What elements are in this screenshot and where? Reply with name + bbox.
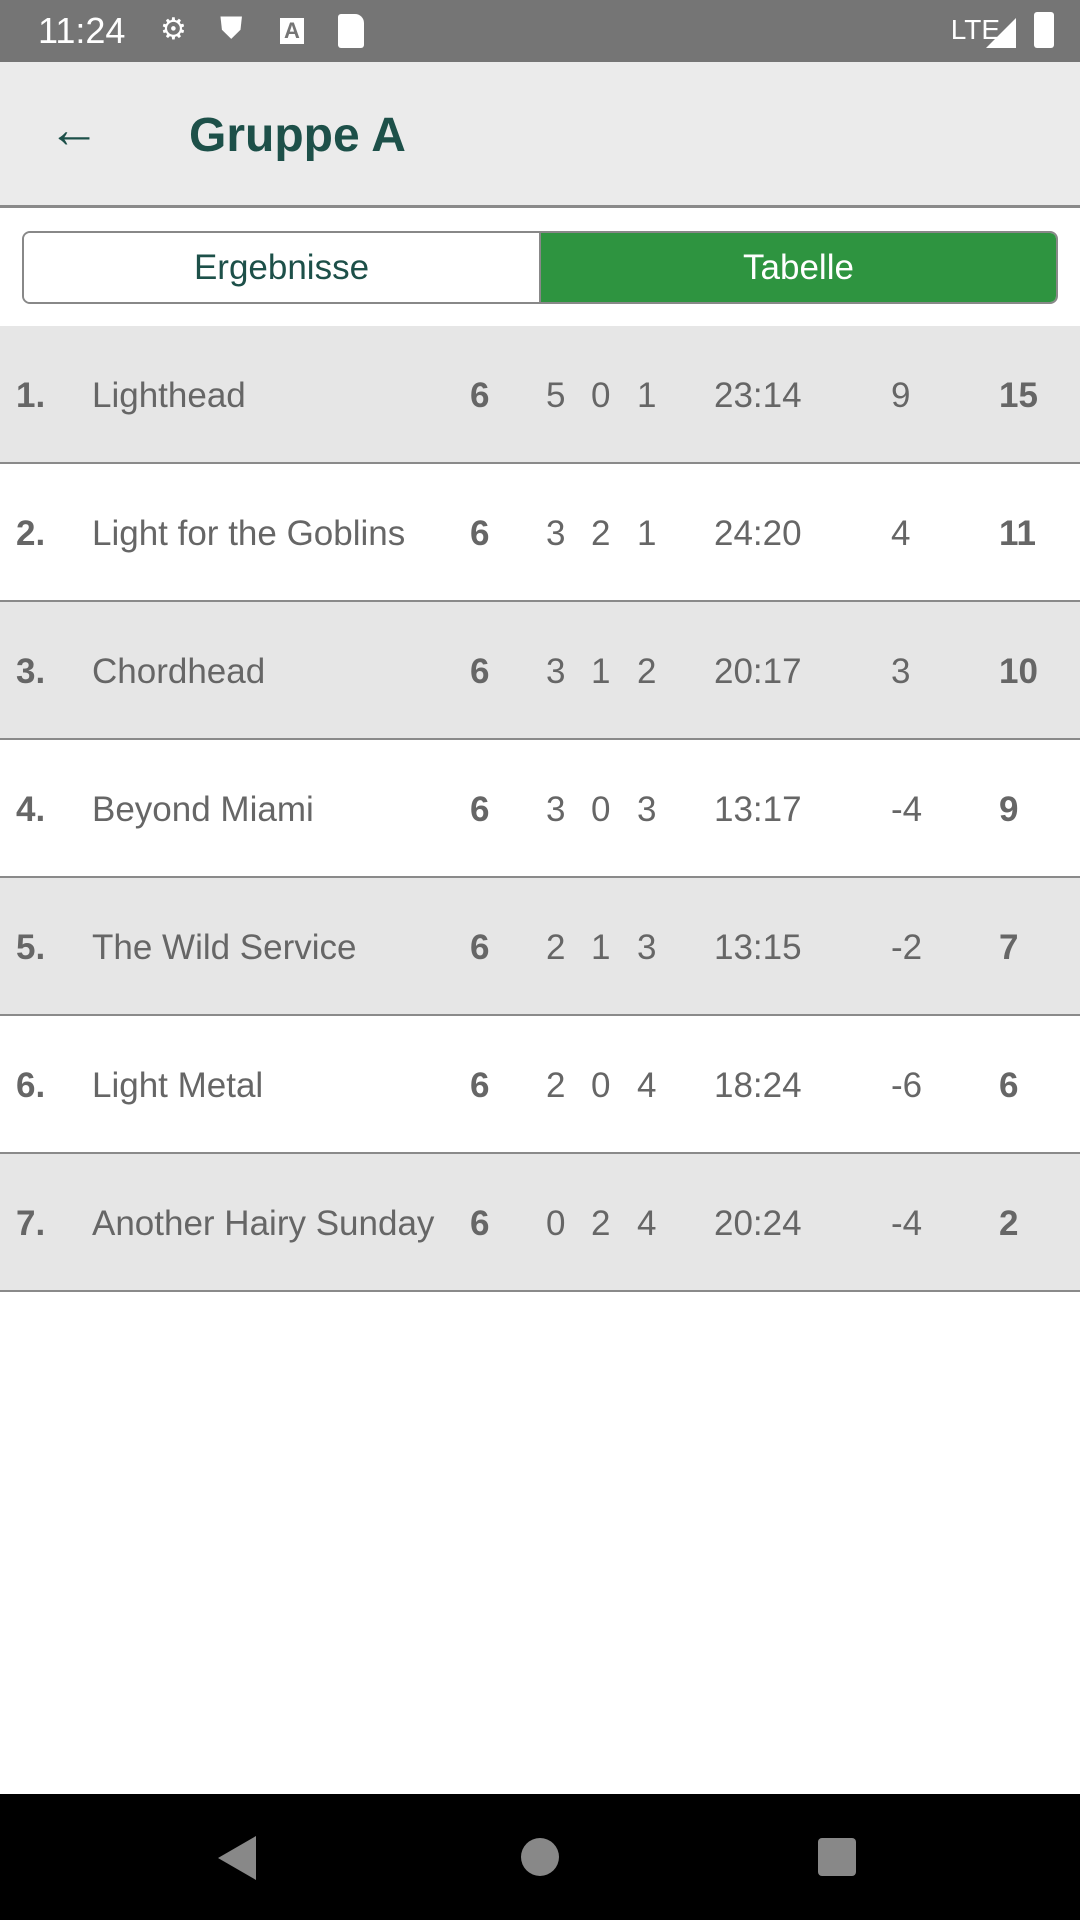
standings-table: 1. Lighthead 6 5 0 1 23:14 9 15 2. Light for the G… [0, 326, 1080, 1292]
keyboard-icon: A [280, 18, 304, 44]
cell-diff: -4 [891, 1204, 923, 1243]
cell-points: 6 [999, 1066, 1019, 1105]
table-row[interactable]: 3. Chordhead 6 3 1 2 20:17 3 10 [0, 602, 1080, 740]
battery-icon [1034, 12, 1054, 48]
cell-drawn: 0 [591, 1066, 611, 1105]
cell-goals: 13:17 [714, 790, 802, 829]
navigation-bar [0, 1794, 1080, 1920]
cell-lost: 1 [637, 376, 657, 415]
status-time: 11:24 [38, 10, 126, 51]
cell-drawn: 2 [591, 1204, 611, 1243]
cell-team: Light Metal [92, 1066, 264, 1105]
cell-rank: 1. [16, 376, 46, 415]
tab-ergebnisse[interactable]: Ergebnisse [24, 233, 541, 302]
cell-team: Lighthead [92, 376, 246, 415]
table-row[interactable]: 1. Lighthead 6 5 0 1 23:14 9 15 [0, 326, 1080, 464]
back-arrow-icon[interactable]: ← [48, 101, 100, 159]
cell-won: 5 [546, 376, 566, 415]
segmented-control: Ergebnisse Tabelle [22, 231, 1058, 304]
recents-nav-icon[interactable] [818, 1838, 856, 1876]
cell-drawn: 2 [591, 514, 611, 553]
cell-points: 10 [999, 652, 1038, 691]
cell-diff: 9 [891, 376, 911, 415]
cell-played: 6 [470, 652, 490, 691]
cell-points: 9 [999, 790, 1019, 829]
cell-won: 3 [546, 652, 566, 691]
table-row[interactable]: 4. Beyond Miami 6 3 0 3 13:17 -4 9 [0, 740, 1080, 878]
cell-diff: 3 [891, 652, 911, 691]
settings-icon: ⚙ [160, 13, 187, 46]
page-title: Gruppe A [189, 109, 406, 162]
cell-rank: 7. [16, 1204, 46, 1243]
cell-won: 2 [546, 1066, 566, 1105]
cell-played: 6 [470, 376, 490, 415]
cell-rank: 4. [16, 790, 46, 829]
cell-points: 15 [999, 376, 1038, 415]
cell-goals: 20:17 [714, 652, 802, 691]
cell-won: 3 [546, 514, 566, 553]
cell-rank: 5. [16, 928, 46, 967]
cell-points: 11 [999, 514, 1036, 553]
cell-rank: 2. [16, 514, 46, 553]
status-bar: 11:24 ⚙ ⛊ A LTE [0, 0, 1080, 62]
cell-team: Another Hairy Sunday [92, 1204, 435, 1243]
cell-won: 0 [546, 1204, 566, 1243]
cell-goals: 23:14 [714, 376, 802, 415]
table-row[interactable]: 2. Light for the Goblins 6 3 2 1 24:20 4 11 [0, 464, 1080, 602]
cell-drawn: 0 [591, 376, 611, 415]
cell-team: Light for the Goblins [92, 514, 406, 553]
table-row[interactable]: 5. The Wild Service 6 2 1 3 13:15 -2 7 [0, 878, 1080, 1016]
tab-tabelle[interactable]: Tabelle [541, 233, 1056, 302]
cell-drawn: 0 [591, 790, 611, 829]
cell-played: 6 [470, 1066, 490, 1105]
cell-goals: 20:24 [714, 1204, 802, 1243]
signal-icon [986, 18, 1016, 48]
cell-goals: 18:24 [714, 1066, 802, 1105]
cell-lost: 3 [637, 790, 657, 829]
cell-lost: 4 [637, 1066, 657, 1105]
cell-diff: -2 [891, 928, 923, 967]
table-row[interactable]: 7. Another Hairy Sunday 6 0 2 4 20:24 -4 2 [0, 1154, 1080, 1292]
back-nav-icon[interactable] [218, 1836, 256, 1880]
cell-team: Chordhead [92, 652, 266, 691]
sd-card-icon [338, 14, 364, 48]
cell-played: 6 [470, 928, 490, 967]
cell-points: 7 [999, 928, 1019, 967]
cell-rank: 6. [16, 1066, 46, 1105]
cell-played: 6 [470, 514, 490, 553]
cell-team: Beyond Miami [92, 790, 314, 829]
cell-diff: -4 [891, 790, 923, 829]
cell-rank: 3. [16, 652, 46, 691]
cell-lost: 4 [637, 1204, 657, 1243]
cell-points: 2 [999, 1204, 1019, 1243]
home-nav-icon[interactable] [521, 1838, 559, 1876]
cell-lost: 1 [637, 514, 657, 553]
cell-drawn: 1 [591, 652, 611, 691]
app-bar: ← Gruppe A [0, 62, 1080, 208]
cell-played: 6 [470, 790, 490, 829]
cell-diff: 4 [891, 514, 911, 553]
cell-won: 3 [546, 790, 566, 829]
cell-won: 2 [546, 928, 566, 967]
cell-drawn: 1 [591, 928, 611, 967]
cell-goals: 24:20 [714, 514, 802, 553]
cell-diff: -6 [891, 1066, 923, 1105]
cell-played: 6 [470, 1204, 490, 1243]
cell-lost: 2 [637, 652, 657, 691]
shield-icon: ⛊ [220, 12, 243, 45]
cell-team: The Wild Service [92, 928, 357, 967]
table-row[interactable]: 6. Light Metal 6 2 0 4 18:24 -6 6 [0, 1016, 1080, 1154]
cell-lost: 3 [637, 928, 657, 967]
cell-goals: 13:15 [714, 928, 802, 967]
